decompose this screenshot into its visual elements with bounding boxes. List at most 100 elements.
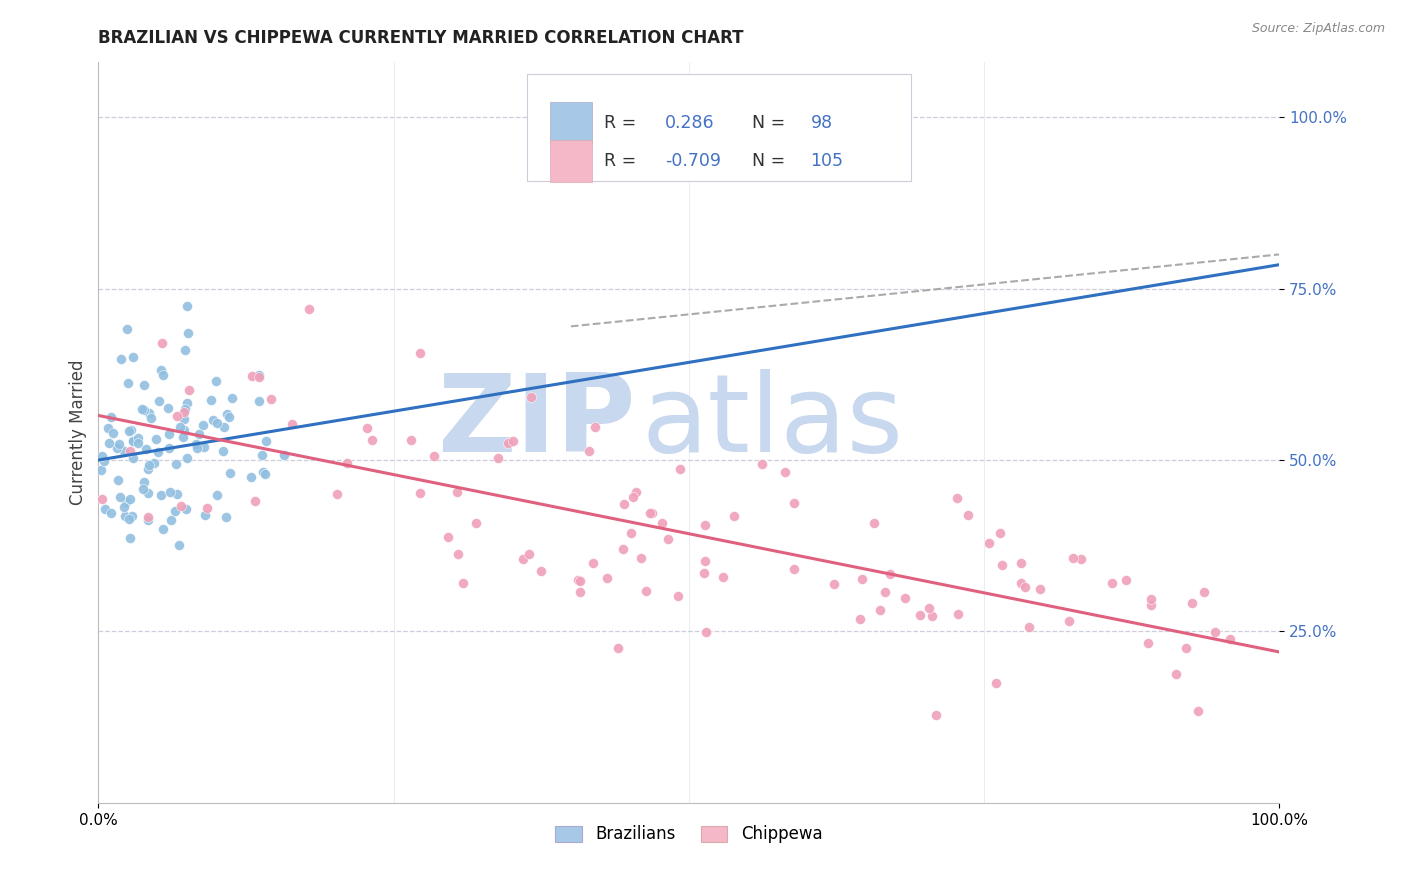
Point	[127, 435, 149, 450]
Point	[152, 522, 174, 536]
Point	[894, 591, 917, 605]
Point	[173, 412, 195, 426]
Point	[200, 392, 222, 407]
Point	[1057, 615, 1080, 629]
Point	[173, 424, 195, 438]
Point	[908, 607, 931, 622]
Point	[117, 376, 139, 390]
Point	[156, 401, 179, 415]
Point	[869, 603, 891, 617]
Point	[159, 513, 181, 527]
Point	[240, 368, 263, 383]
Point	[166, 409, 188, 423]
Point	[984, 676, 1007, 690]
Point	[517, 547, 540, 561]
Point	[281, 417, 304, 431]
Point	[100, 410, 122, 425]
Point	[666, 589, 689, 603]
Text: -0.709: -0.709	[665, 153, 721, 170]
Point	[143, 456, 166, 470]
Point	[134, 475, 156, 489]
Point	[215, 408, 238, 422]
Point	[108, 436, 131, 450]
Point	[723, 509, 745, 524]
Point	[1028, 582, 1050, 597]
Point	[583, 419, 606, 434]
Point	[1018, 620, 1040, 634]
Point	[212, 420, 235, 434]
Point	[252, 465, 274, 479]
Point	[218, 410, 240, 425]
Point	[186, 441, 208, 455]
Point	[254, 434, 277, 448]
Point	[453, 576, 475, 591]
Point	[136, 509, 159, 524]
Point	[122, 451, 145, 466]
Point	[177, 326, 200, 340]
Text: 105: 105	[811, 153, 844, 170]
Point	[946, 607, 969, 622]
Point	[150, 488, 173, 502]
Point	[1194, 585, 1216, 599]
Point	[530, 564, 553, 578]
Point	[136, 486, 159, 500]
Point	[1014, 580, 1036, 594]
Point	[240, 470, 263, 484]
Point	[112, 443, 135, 458]
Point	[977, 536, 1000, 550]
Point	[176, 450, 198, 465]
Point	[582, 556, 605, 570]
Point	[157, 441, 180, 455]
Point	[132, 483, 155, 497]
Point	[121, 508, 143, 523]
Point	[243, 493, 266, 508]
Point	[97, 421, 120, 435]
Point	[956, 508, 979, 522]
Point	[657, 533, 679, 547]
Point	[146, 444, 169, 458]
Point	[174, 502, 197, 516]
Point	[114, 508, 136, 523]
Point	[446, 485, 468, 500]
Point	[751, 458, 773, 472]
Point	[641, 506, 664, 520]
Point	[851, 572, 873, 586]
Point	[148, 393, 170, 408]
Point	[152, 368, 174, 382]
Text: 98: 98	[811, 114, 832, 132]
Point	[879, 566, 901, 581]
Point	[823, 577, 845, 591]
Point	[1204, 624, 1226, 639]
Point	[651, 516, 673, 530]
Point	[336, 456, 359, 470]
Point	[446, 547, 468, 561]
Point	[176, 299, 198, 313]
Point	[569, 585, 592, 599]
Point	[100, 506, 122, 520]
Point	[205, 416, 228, 430]
Point	[172, 430, 194, 444]
Point	[918, 600, 941, 615]
Point	[356, 421, 378, 435]
Point	[145, 432, 167, 446]
Point	[636, 584, 658, 599]
Point	[408, 485, 430, 500]
Point	[1140, 592, 1163, 607]
Point	[138, 406, 160, 420]
Point	[159, 484, 181, 499]
Point	[520, 391, 543, 405]
Point	[569, 574, 592, 589]
Point	[613, 497, 636, 511]
Point	[247, 368, 270, 382]
Point	[169, 419, 191, 434]
Point	[990, 558, 1012, 573]
Text: N =: N =	[752, 114, 785, 132]
Point	[115, 321, 138, 335]
Point	[849, 612, 872, 626]
Point	[596, 571, 619, 585]
Point	[1166, 667, 1188, 681]
Point	[97, 436, 120, 450]
Point	[94, 502, 117, 516]
Point	[170, 500, 193, 514]
Point	[693, 554, 716, 568]
